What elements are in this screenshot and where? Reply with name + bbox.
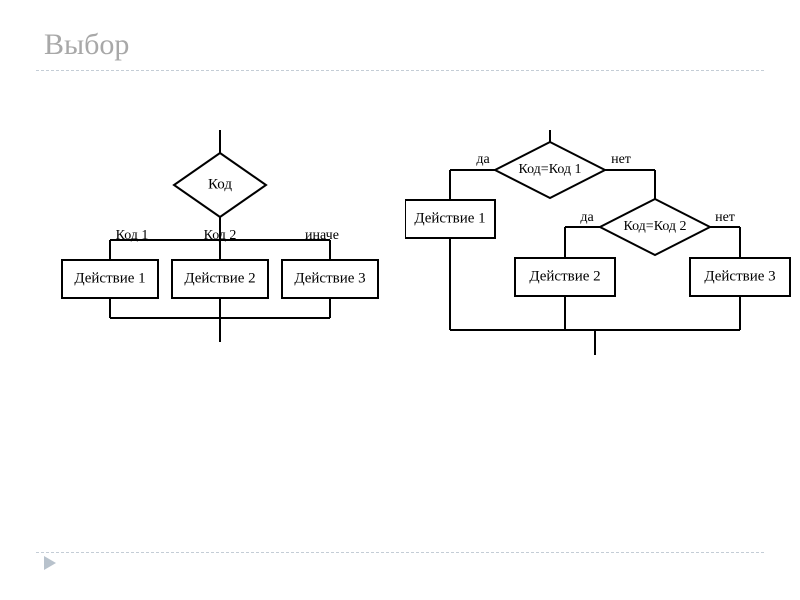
svg-text:Код: Код: [208, 176, 232, 192]
svg-text:иначе: иначе: [305, 228, 339, 243]
svg-text:нет: нет: [715, 210, 735, 225]
svg-text:да: да: [476, 152, 490, 167]
flowchart-switch: КодКод 1Код 2иначеДействие 1Действие 2Де…: [60, 130, 400, 360]
svg-text:Действие 2: Действие 2: [184, 270, 255, 286]
svg-text:нет: нет: [611, 152, 631, 167]
divider-bottom: [36, 552, 764, 553]
svg-text:Действие 1: Действие 1: [74, 270, 145, 286]
svg-text:Действие 2: Действие 2: [529, 268, 600, 284]
svg-text:да: да: [580, 210, 594, 225]
slide-bullet: [44, 556, 56, 570]
divider-top: [36, 70, 764, 71]
svg-text:Код 1: Код 1: [116, 228, 149, 243]
svg-text:Действие 3: Действие 3: [704, 268, 775, 284]
svg-text:Код=Код 1: Код=Код 1: [518, 162, 581, 177]
flowchart-nested-if: Код=Код 1 да нет Действие 1 Код=Код 2 да нет Де…: [405, 130, 800, 370]
svg-text:Действие 1: Действие 1: [414, 210, 485, 226]
svg-text:Код=Код 2: Код=Код 2: [623, 219, 686, 234]
svg-text:Действие 3: Действие 3: [294, 270, 365, 286]
slide-title: Выбор: [44, 28, 129, 62]
